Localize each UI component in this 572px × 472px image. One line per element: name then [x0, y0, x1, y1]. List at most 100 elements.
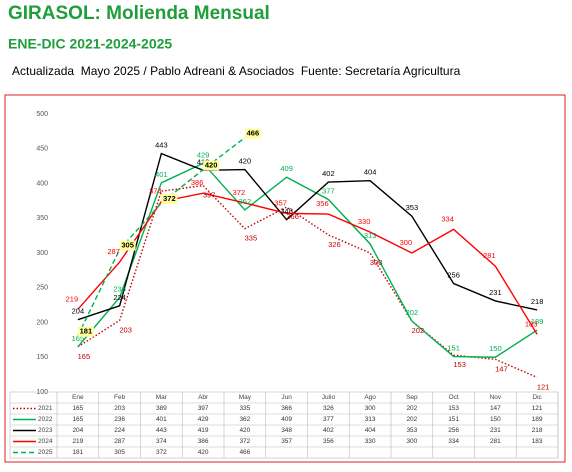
table-cell: 357: [281, 438, 292, 445]
chart-frame: [4, 94, 566, 463]
table-cell: 183: [532, 438, 543, 445]
table-cell: 374: [156, 438, 167, 445]
table-cell: 362: [239, 416, 250, 423]
table-cell: 165: [72, 405, 83, 412]
data-label: 219: [66, 294, 79, 303]
table-cell: 300: [365, 405, 376, 412]
table-cell: 189: [532, 416, 543, 423]
data-label: 202: [412, 326, 425, 335]
data-label: 348: [280, 207, 293, 216]
table-cell: 300: [406, 438, 417, 445]
data-label: 281: [483, 251, 496, 260]
data-label: 356: [316, 199, 329, 208]
data-label: 300: [400, 238, 413, 247]
table-cell: 202: [406, 416, 417, 423]
data-label: 181: [80, 327, 93, 336]
y-tick-label: 450: [36, 146, 48, 153]
table-cell: 366: [281, 405, 292, 412]
data-label: 330: [358, 217, 371, 226]
data-label: 203: [119, 325, 132, 334]
table-cell: 202: [406, 405, 417, 412]
data-label: 401: [155, 170, 168, 179]
series-line: [77, 152, 538, 321]
table-cell: 281: [490, 438, 501, 445]
y-tick-label: 500: [36, 111, 48, 118]
data-label: 402: [322, 169, 335, 178]
y-tick-label: 200: [36, 319, 48, 326]
table-cell: 353: [406, 427, 417, 434]
legend-label: 2024: [38, 438, 53, 445]
legend-label: 2021: [38, 405, 53, 412]
data-label: 443: [155, 141, 168, 150]
x-tick-label: Nov: [490, 394, 502, 401]
label-highlight: [244, 128, 261, 139]
x-tick-label: Oct: [449, 394, 459, 401]
table-cell: 466: [239, 449, 250, 456]
label-highlight: [203, 160, 220, 171]
data-label: 147: [495, 364, 508, 373]
data-label: 404: [364, 168, 377, 177]
table-cell: 420: [239, 427, 250, 434]
data-label: 204: [72, 307, 85, 316]
data-label: 287: [107, 247, 120, 256]
data-label: 377: [322, 186, 335, 195]
data-label: 165: [72, 334, 85, 343]
legend-label: 2022: [38, 416, 53, 423]
data-label: 218: [531, 297, 544, 306]
table-cell: 181: [72, 449, 83, 456]
table-cell: 224: [114, 427, 125, 434]
table-cell: 389: [156, 405, 167, 412]
series-line: [77, 192, 538, 335]
data-label: 224: [113, 293, 126, 302]
data-label: 357: [274, 198, 287, 207]
series-line: [77, 162, 538, 358]
series-line: [77, 184, 538, 379]
y-tick-label: 100: [36, 389, 48, 396]
table-cell: 326: [323, 405, 334, 412]
data-label: 335: [245, 234, 258, 243]
data-label: 372: [163, 194, 176, 203]
table-cell: 429: [198, 416, 209, 423]
table-cell: 335: [239, 405, 250, 412]
table-cell: 419: [198, 427, 209, 434]
series-line: [77, 137, 246, 337]
table-cell: 372: [239, 438, 250, 445]
data-label: 231: [489, 288, 502, 297]
x-tick-label: Feb: [114, 394, 126, 401]
table-cell: 397: [198, 405, 209, 412]
table-cell: 409: [281, 416, 292, 423]
data-label: 151: [447, 344, 460, 353]
data-label: 429: [197, 150, 210, 159]
table-cell: 330: [365, 438, 376, 445]
data-label: 313: [364, 231, 377, 240]
table-cell: 305: [114, 449, 125, 456]
x-tick-label: Ago: [364, 394, 376, 401]
table-cell: 231: [490, 427, 501, 434]
table-cell: 219: [72, 438, 83, 445]
data-label: 362: [239, 197, 252, 206]
table-cell: 401: [156, 416, 167, 423]
data-label: 326: [328, 240, 341, 249]
x-tick-label: Sep: [406, 394, 418, 401]
table-cell: 377: [323, 416, 334, 423]
data-label: 374: [149, 187, 162, 196]
data-label: 305: [121, 241, 134, 250]
table-cell: 218: [532, 427, 543, 434]
x-tick-label: May: [239, 394, 252, 401]
table-cell: 287: [114, 438, 125, 445]
label-highlight: [77, 326, 94, 337]
label-highlight: [161, 193, 178, 204]
data-label: 183: [525, 319, 538, 328]
table-cell: 386: [198, 438, 209, 445]
table-cell: 348: [281, 427, 292, 434]
table-cell: 420: [198, 449, 209, 456]
table-cell: 151: [448, 416, 459, 423]
y-tick-label: 350: [36, 215, 48, 222]
table-cell: 147: [490, 405, 501, 412]
x-tick-label: Ene: [72, 394, 84, 401]
data-label: 236: [113, 284, 126, 293]
data-label: 202: [406, 308, 419, 317]
x-tick-label: Mar: [156, 394, 168, 401]
